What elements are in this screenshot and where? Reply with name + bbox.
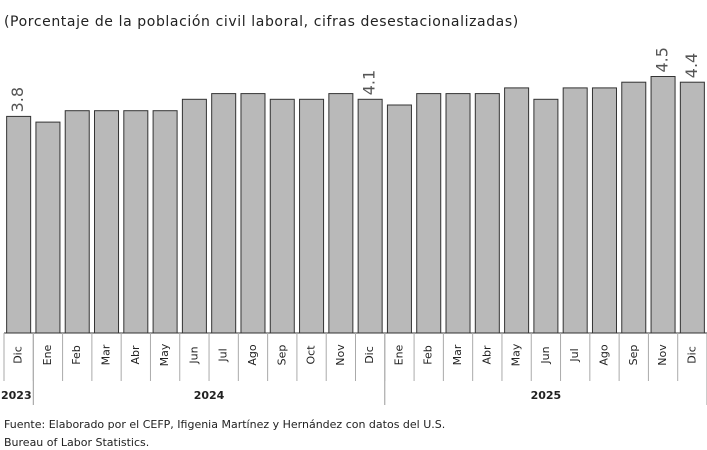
x-tick-label: Dic: [685, 346, 698, 364]
x-tick-label: Ene: [392, 344, 405, 365]
year-label: 2023: [1, 389, 32, 402]
bar: [269, 98, 295, 334]
bar: [152, 110, 178, 334]
x-tick-label: Dic: [363, 346, 376, 364]
bar: [64, 110, 90, 334]
x-tick-label: Ago: [246, 344, 259, 366]
bar: [6, 115, 32, 334]
x-tick-label: Sep: [275, 345, 288, 366]
bar: [591, 87, 617, 334]
x-tick-label: May: [510, 343, 523, 366]
bar: [416, 93, 442, 334]
x-tick-label: Jun: [539, 346, 552, 364]
source-note: Fuente: Elaborado por el CEFP, Ifigenia …: [4, 418, 445, 431]
bar: [94, 110, 120, 334]
x-tick-label: Abr: [480, 345, 493, 365]
bar: [474, 93, 500, 334]
x-tick-label: Feb: [422, 345, 435, 364]
bar: [386, 104, 412, 334]
bar: [504, 87, 530, 334]
bar: [533, 98, 559, 334]
chart-title: (Porcentaje de la población civil labora…: [4, 14, 519, 30]
year-label: 2024: [194, 389, 225, 402]
bar: [328, 93, 354, 334]
data-label: 3.8: [8, 87, 27, 112]
source-note: Bureau of Labor Statistics.: [4, 436, 149, 449]
data-label: 4.4: [682, 53, 701, 78]
bar: [123, 110, 149, 334]
x-tick-label: Sep: [627, 345, 640, 366]
bar: [650, 76, 676, 334]
year-label: 2025: [531, 389, 562, 402]
x-tick-label: Jun: [187, 346, 200, 364]
bar: [181, 98, 207, 334]
x-tick-label: Oct: [305, 345, 318, 365]
x-tick-label: Jul: [568, 348, 581, 362]
x-tick-label: Mar: [100, 344, 113, 365]
bar: [299, 98, 325, 334]
bar: [562, 87, 588, 334]
bar: [35, 121, 61, 334]
bar: [679, 81, 705, 334]
x-tick-label: Jul: [217, 348, 230, 362]
bar: [211, 93, 237, 334]
x-tick-label: Mar: [451, 344, 464, 365]
x-tick-label: May: [158, 343, 171, 366]
bar: [357, 98, 383, 334]
x-tick-label: Ene: [41, 344, 54, 365]
x-tick-label: Abr: [129, 345, 142, 365]
bar: [621, 81, 647, 334]
x-tick-label: Nov: [656, 344, 669, 366]
data-label: 4.5: [653, 47, 672, 72]
x-tick-label: Ago: [597, 344, 610, 366]
x-tick-label: Nov: [334, 344, 347, 366]
x-tick-label: Dic: [12, 346, 25, 364]
data-label: 4.1: [360, 70, 379, 95]
bar: [445, 93, 471, 334]
bar: [240, 93, 266, 334]
x-tick-label: Feb: [70, 345, 83, 364]
